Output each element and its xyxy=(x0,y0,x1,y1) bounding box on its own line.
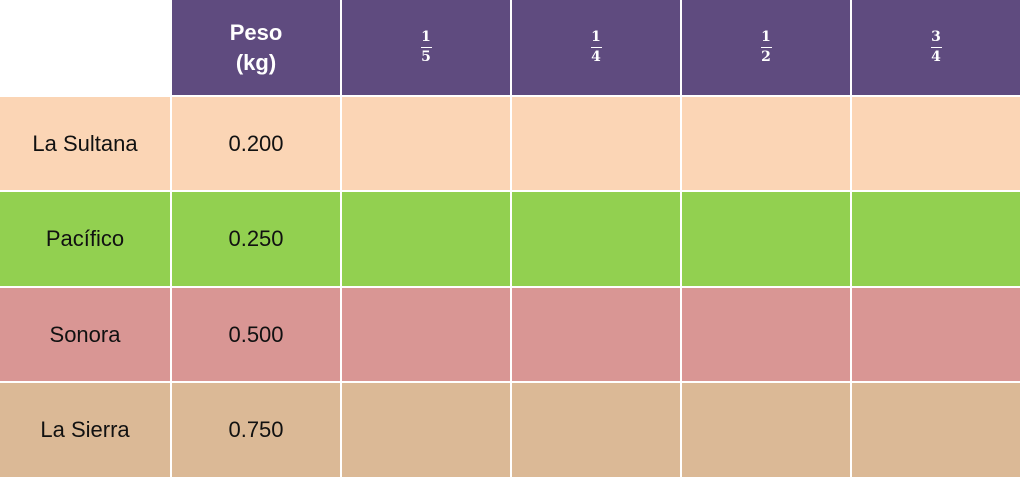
empty-cell xyxy=(512,288,680,381)
empty-cell xyxy=(852,192,1020,286)
empty-cell xyxy=(342,288,510,381)
numerator: 1 xyxy=(421,28,431,45)
empty-cell xyxy=(512,192,680,286)
denominator: 4 xyxy=(591,49,601,66)
row-name: La Sierra xyxy=(0,383,170,477)
header-line: Peso xyxy=(229,19,283,45)
numerator: 1 xyxy=(761,28,771,45)
row-weight: 0.250 xyxy=(172,192,340,286)
empty-cell xyxy=(682,192,850,286)
empty-cell xyxy=(342,97,510,190)
numerator: 1 xyxy=(591,28,601,45)
empty-cell xyxy=(852,288,1020,381)
empty-cell xyxy=(342,192,510,286)
empty-cell xyxy=(852,383,1020,477)
empty-cell xyxy=(852,97,1020,190)
row-name: La Sultana xyxy=(0,97,170,190)
denominator: 5 xyxy=(421,49,431,66)
header-line: (kg) xyxy=(235,49,277,75)
empty-cell xyxy=(342,383,510,477)
weight-header: Peso (kg) xyxy=(172,0,340,95)
empty-cell xyxy=(682,288,850,381)
empty-cell xyxy=(682,383,850,477)
row-weight: 0.750 xyxy=(172,383,340,477)
row-weight: 0.200 xyxy=(172,97,340,190)
fraction-bar xyxy=(590,46,602,49)
denominator: 4 xyxy=(931,49,941,66)
empty-cell xyxy=(512,383,680,477)
row-weight: 0.500 xyxy=(172,288,340,381)
row-name: Pacífico xyxy=(0,192,170,286)
numerator: 3 xyxy=(931,28,941,45)
empty-cell xyxy=(682,97,850,190)
empty-cell xyxy=(512,97,680,190)
fraction-bar xyxy=(420,46,432,49)
fraction-bar xyxy=(930,46,942,49)
row-name: Sonora xyxy=(0,288,170,381)
fraction-bar xyxy=(760,46,772,49)
denominator: 2 xyxy=(761,49,771,66)
